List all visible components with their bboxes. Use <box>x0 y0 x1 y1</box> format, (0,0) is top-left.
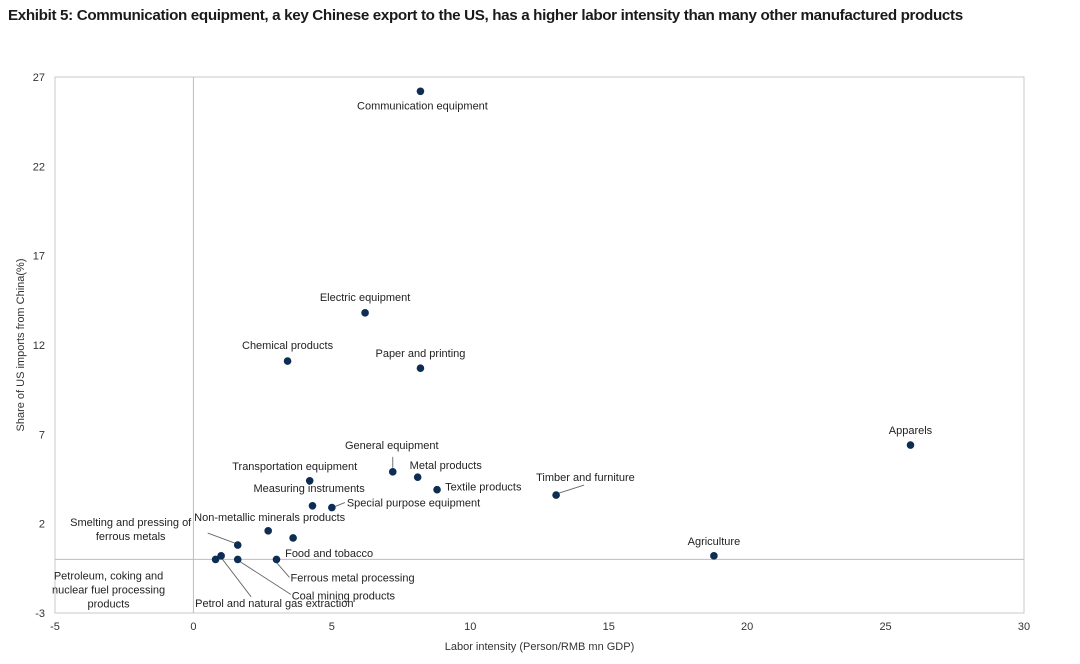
y-tick-label: 12 <box>33 340 45 352</box>
y-axis-label: Share of US imports from China(%) <box>15 259 27 432</box>
data-point <box>283 357 292 365</box>
data-point <box>906 441 915 449</box>
point-label: Special purpose equipment <box>347 498 480 510</box>
data-point <box>211 555 220 564</box>
data-point <box>413 473 422 482</box>
point-label: Petrol and natural gas extraction <box>195 598 353 610</box>
point-label: Petroleum, coking and nuclear fuel proces… <box>52 570 165 610</box>
leader-line <box>558 484 585 494</box>
point-label: Metal products <box>410 460 483 472</box>
point-label: Non-metallic minerals products <box>194 512 345 524</box>
point-label: Ferrous metal processing <box>290 572 414 584</box>
data-point <box>416 364 425 373</box>
x-axis-label: Labor intensity (Person/RMB mn GDP) <box>445 641 635 653</box>
point-label: Electric equipment <box>320 292 411 304</box>
leader-line <box>221 558 252 598</box>
point-label: Food and tobacco <box>285 548 373 560</box>
data-point <box>433 485 441 494</box>
leader-line <box>276 562 290 578</box>
point-label: Paper and printing <box>375 348 465 360</box>
y-tick-label: 7 <box>39 429 45 441</box>
data-point <box>308 502 317 510</box>
point-label: General equipment <box>345 440 439 452</box>
y-tick-label: 2 <box>39 519 45 531</box>
data-point <box>305 476 314 485</box>
x-tick-label: 30 <box>1018 621 1030 633</box>
x-tick-label: 20 <box>741 621 753 633</box>
point-label: Agriculture <box>688 536 741 548</box>
leader-line <box>239 561 291 595</box>
x-tick-label: -5 <box>50 621 60 633</box>
y-tick-label: -3 <box>35 608 45 620</box>
point-label: Timber and furniture <box>536 472 635 484</box>
y-tick-label: 17 <box>33 251 45 263</box>
data-point <box>328 503 336 512</box>
leader-line <box>334 502 346 508</box>
plot-frame <box>54 76 1025 614</box>
data-point <box>233 555 242 564</box>
y-tick-label: 27 <box>33 72 45 84</box>
data-point <box>272 555 281 564</box>
x-tick-label: 25 <box>879 621 891 633</box>
data-point <box>416 87 425 96</box>
y-tick-label: 22 <box>33 161 45 173</box>
data-point <box>217 552 225 560</box>
x-tick-label: 0 <box>190 621 196 633</box>
data-point <box>552 491 560 499</box>
point-label: Coal mining products <box>292 590 396 602</box>
point-label: Chemical products <box>242 340 334 352</box>
leader-line <box>207 532 235 544</box>
data-point <box>264 527 272 535</box>
data-point <box>388 468 397 476</box>
point-label: Transportation equipment <box>232 461 357 473</box>
point-label: Smelting and pressing of ferrous metals <box>70 517 192 543</box>
point-label: Communication equipment <box>357 100 488 112</box>
x-tick-label: 10 <box>464 621 476 633</box>
data-point <box>361 309 369 317</box>
point-label: Textile products <box>445 482 522 494</box>
x-tick-label: 15 <box>603 621 615 633</box>
point-label: Measuring instruments <box>253 483 365 495</box>
chart-title: Exhibit 5: Communication equipment, a ke… <box>8 7 963 24</box>
data-point <box>289 534 297 542</box>
data-point <box>233 541 242 549</box>
point-label: Apparels <box>889 425 933 437</box>
data-point <box>710 552 718 560</box>
x-tick-label: 5 <box>329 621 335 633</box>
